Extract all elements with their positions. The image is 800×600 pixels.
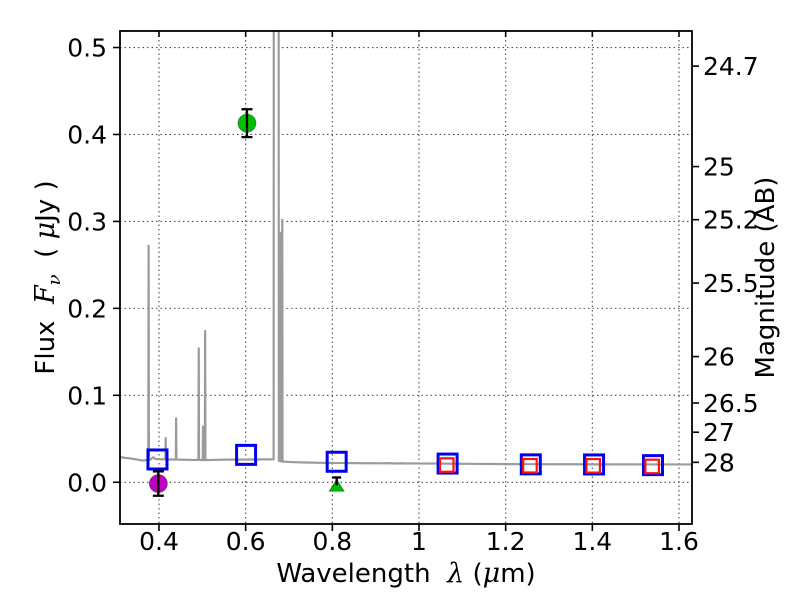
left-y-tick-label: 0.5 <box>67 34 107 63</box>
axis-label-part: F <box>30 284 61 305</box>
right-y-tick-label: 24.7 <box>703 52 759 81</box>
photometry-blue-square <box>235 443 258 466</box>
spectrum-line <box>120 31 692 466</box>
right-y-axis-label: Magnitude (AB) <box>751 177 781 379</box>
photometry-red-square <box>522 457 538 474</box>
magenta-circle-error-bar <box>152 470 164 497</box>
photometry-markers <box>146 108 664 497</box>
green-circle-error-bar <box>241 108 253 139</box>
axis-label-part: ( <box>464 559 482 589</box>
left-y-tick-label: 0.2 <box>67 294 107 323</box>
axis-label-part: μ <box>483 558 501 589</box>
x-axis-label: Wavelength λ (μm) <box>276 558 535 589</box>
axis-label-part: Flux <box>31 304 61 375</box>
right-y-tick-label: 25.5 <box>703 269 759 298</box>
axis-label-part: λ <box>446 558 464 589</box>
axis-ticks <box>113 31 699 531</box>
photometry-blue-square <box>436 452 459 475</box>
axis-label-part: ( <box>31 239 61 274</box>
right-y-tick-label: 25 <box>703 153 735 182</box>
photometry-blue-square <box>642 454 664 477</box>
photometry-red-square <box>644 458 660 475</box>
x-tick-label: 1 <box>411 527 427 556</box>
photometry-blue-square <box>583 453 606 476</box>
axis-label-part: Jy ) <box>31 180 61 223</box>
right-y-tick-label: 27 <box>703 418 735 447</box>
axis-label-part: μ <box>30 222 61 240</box>
grid <box>120 31 692 524</box>
right-y-tick-label: 28 <box>703 448 735 477</box>
photometry-blue-square <box>325 450 348 473</box>
axis-label-part: m) <box>500 559 535 589</box>
left-y-tick-label: 0.0 <box>67 468 107 497</box>
x-tick-label: 0.4 <box>139 527 179 556</box>
x-tick-label: 1.4 <box>572 527 612 556</box>
x-tick-label: 1.6 <box>659 527 699 556</box>
left-y-tick-label: 0.3 <box>67 207 107 236</box>
photometry-red-square <box>438 457 455 473</box>
left-y-tick-label: 0.1 <box>67 381 107 410</box>
left-y-axis-label: Flux Fν ( μJy ) <box>30 180 65 374</box>
x-tick-label: 0.6 <box>226 527 266 556</box>
x-tick-label: 0.8 <box>312 527 352 556</box>
photometry-blue-square <box>519 453 542 476</box>
axis-label-part: ν <box>44 274 65 285</box>
right-y-tick-label: 25.2 <box>703 206 759 235</box>
axis-label-part: Wavelength <box>276 559 447 589</box>
photometry-blue-square <box>146 448 169 471</box>
right-y-tick-label: 26 <box>703 343 735 372</box>
x-tick-label: 1.2 <box>486 527 526 556</box>
axes-frame <box>119 30 693 525</box>
right-y-tick-label: 26.5 <box>703 389 759 418</box>
photometry-red-square <box>585 457 602 474</box>
triangle-error-bar <box>332 476 342 486</box>
left-y-tick-label: 0.4 <box>67 120 107 149</box>
